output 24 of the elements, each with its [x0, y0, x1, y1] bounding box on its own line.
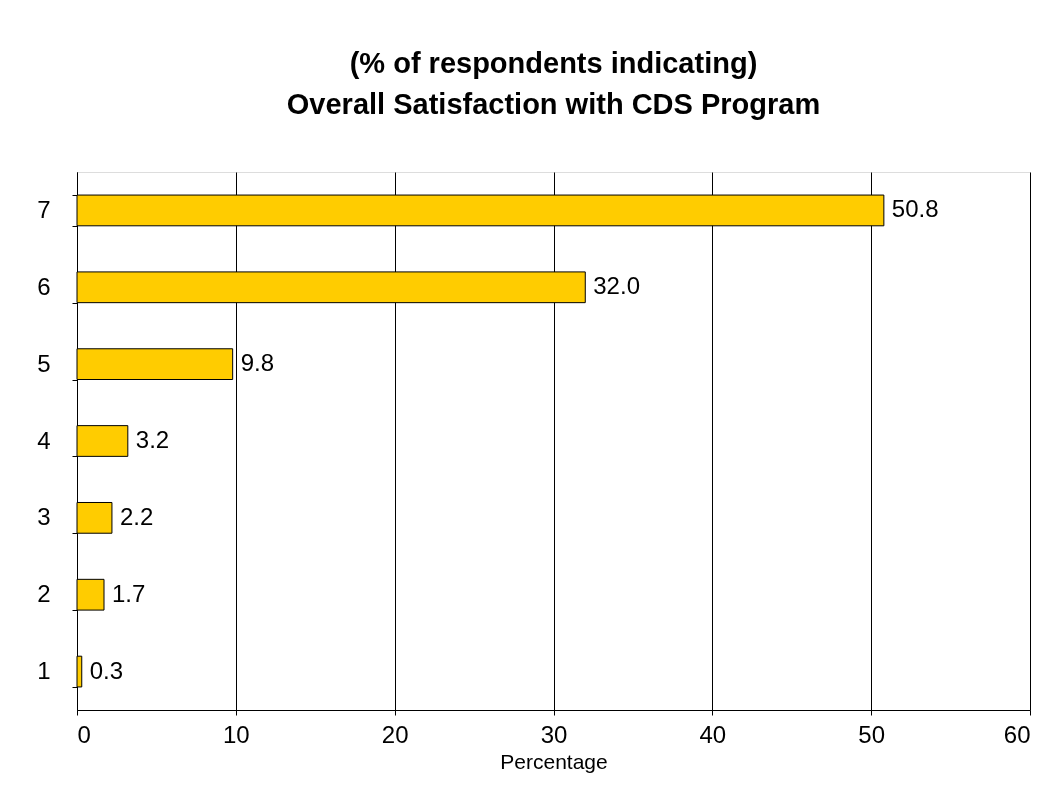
chart-subtitle: Overall Satisfaction with CDS Program	[286, 88, 821, 120]
data-label: 1.7	[112, 579, 146, 607]
x-tick-label: 40	[699, 720, 727, 748]
x-tick-label: 10	[222, 720, 250, 748]
y-tick-label: 3	[37, 503, 51, 531]
x-axis-title: Percentage	[500, 749, 608, 773]
data-label: 3.2	[135, 426, 170, 453]
y-tick-label: 6	[37, 272, 51, 300]
y-tick-label: 1	[37, 657, 51, 685]
x-tick-label: 30	[540, 720, 568, 748]
data-label: 50.8	[891, 195, 939, 223]
x-tick-label: 60	[1003, 720, 1031, 748]
y-tick-label: 5	[37, 349, 51, 377]
x-tick-label: 0	[77, 720, 91, 748]
chart-title: (% of respondents indicating)	[349, 47, 758, 79]
data-label: 0.3	[89, 656, 124, 684]
data-label: 9.8	[240, 349, 275, 377]
y-tick-label: 7	[37, 195, 51, 223]
y-tick-label: 4	[37, 426, 51, 454]
x-tick-label: 50	[858, 720, 886, 748]
data-label: 2.2	[119, 502, 154, 530]
x-tick-label: 20	[381, 720, 409, 748]
y-tick-label: 2	[37, 580, 51, 608]
data-label: 32.0	[593, 272, 640, 300]
